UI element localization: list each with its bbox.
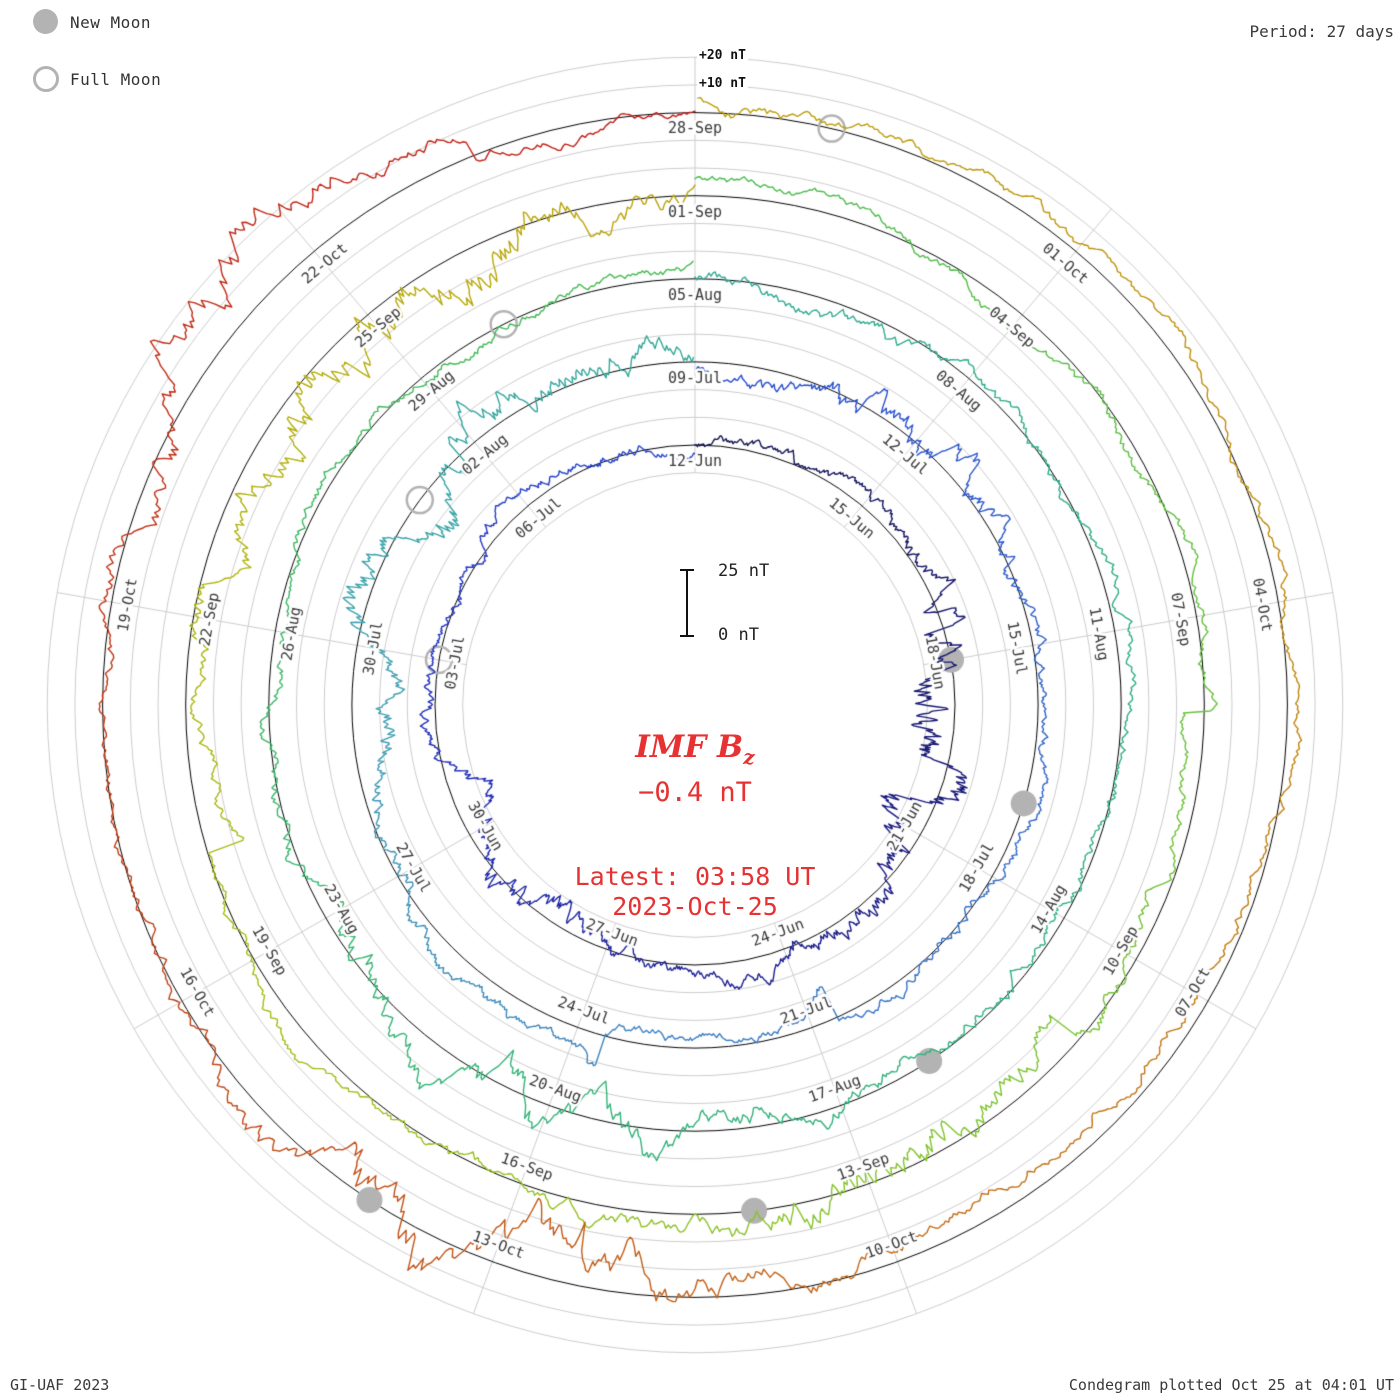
scale-bar	[678, 568, 698, 640]
gridline-label-plus10: +10 nT	[697, 76, 748, 91]
latest-time: Latest: 03:58 UT	[574, 862, 816, 892]
center-annotation: IMF Bz −0.4 nT Latest: 03:58 UT 2023-Oct…	[575, 728, 816, 922]
credit-label: GI-UAF 2023	[10, 1376, 110, 1394]
latest-date: 2023-Oct-25	[612, 892, 778, 922]
plotted-label: Condegram plotted Oct 25 at 04:01 UT	[1068, 1376, 1394, 1394]
imf-title-sub: z	[743, 745, 755, 770]
scale-label-0nt: 0 nT	[718, 625, 759, 645]
latest-timestamp: Latest: 03:58 UT 2023-Oct-25	[575, 862, 816, 922]
period-label: Period: 27 days	[1249, 22, 1395, 41]
imf-bz-title: IMF Bz	[575, 728, 816, 776]
new-moon-icon	[33, 9, 58, 34]
full-moon-icon	[33, 66, 59, 92]
imf-title-main: IMF B	[635, 729, 744, 765]
gridline-label-plus20: +20 nT	[697, 48, 748, 63]
scale-bar-bottom-cap	[680, 635, 694, 637]
scale-bar-line	[686, 570, 688, 636]
scale-bar-top-cap	[680, 569, 694, 571]
imf-bz-value: −0.4 nT	[638, 777, 752, 809]
legend-new-moon-label: New Moon	[70, 13, 152, 32]
legend-full-moon-label: Full Moon	[70, 70, 162, 89]
scale-label-25nt: 25 nT	[718, 561, 770, 581]
